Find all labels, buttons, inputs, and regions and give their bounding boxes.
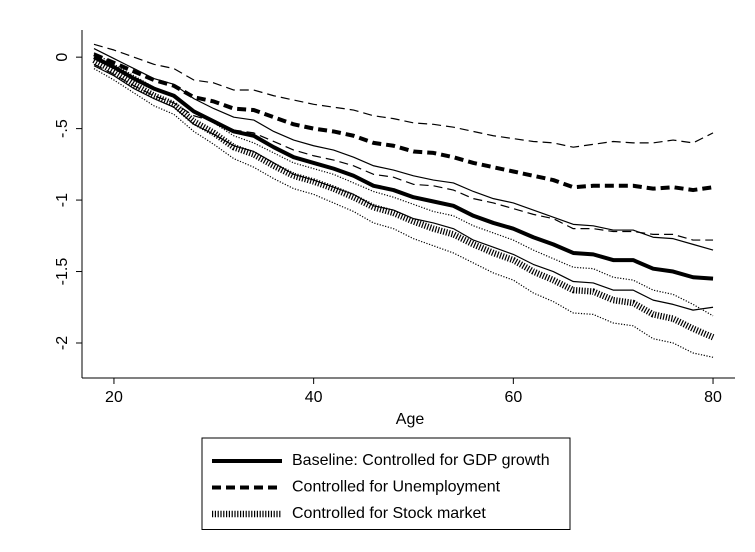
y-tick-label: -1.5 <box>54 258 71 286</box>
legend-label: Baseline: Controlled for GDP growth <box>292 452 550 469</box>
x-axis-label: Age <box>396 411 425 428</box>
legend-label: Controlled for Stock market <box>292 505 486 522</box>
y-tick-label: -2 <box>54 336 71 350</box>
series-line <box>93 55 714 281</box>
series-line <box>93 48 714 251</box>
y-tick-label: -1 <box>54 193 71 207</box>
series-line <box>93 52 714 317</box>
series-line <box>93 52 714 193</box>
series-line <box>93 68 714 358</box>
x-tick-label: 20 <box>105 389 123 406</box>
legend-label: Controlled for Unemployment <box>292 479 501 496</box>
series-line <box>93 63 714 241</box>
series-line <box>93 65 714 311</box>
y-tick-label: -.5 <box>54 119 71 138</box>
x-tick-label: 40 <box>305 389 323 406</box>
y-tick-label: 0 <box>54 53 71 62</box>
x-tick-label: 80 <box>704 389 722 406</box>
x-tick-label: 60 <box>504 389 522 406</box>
